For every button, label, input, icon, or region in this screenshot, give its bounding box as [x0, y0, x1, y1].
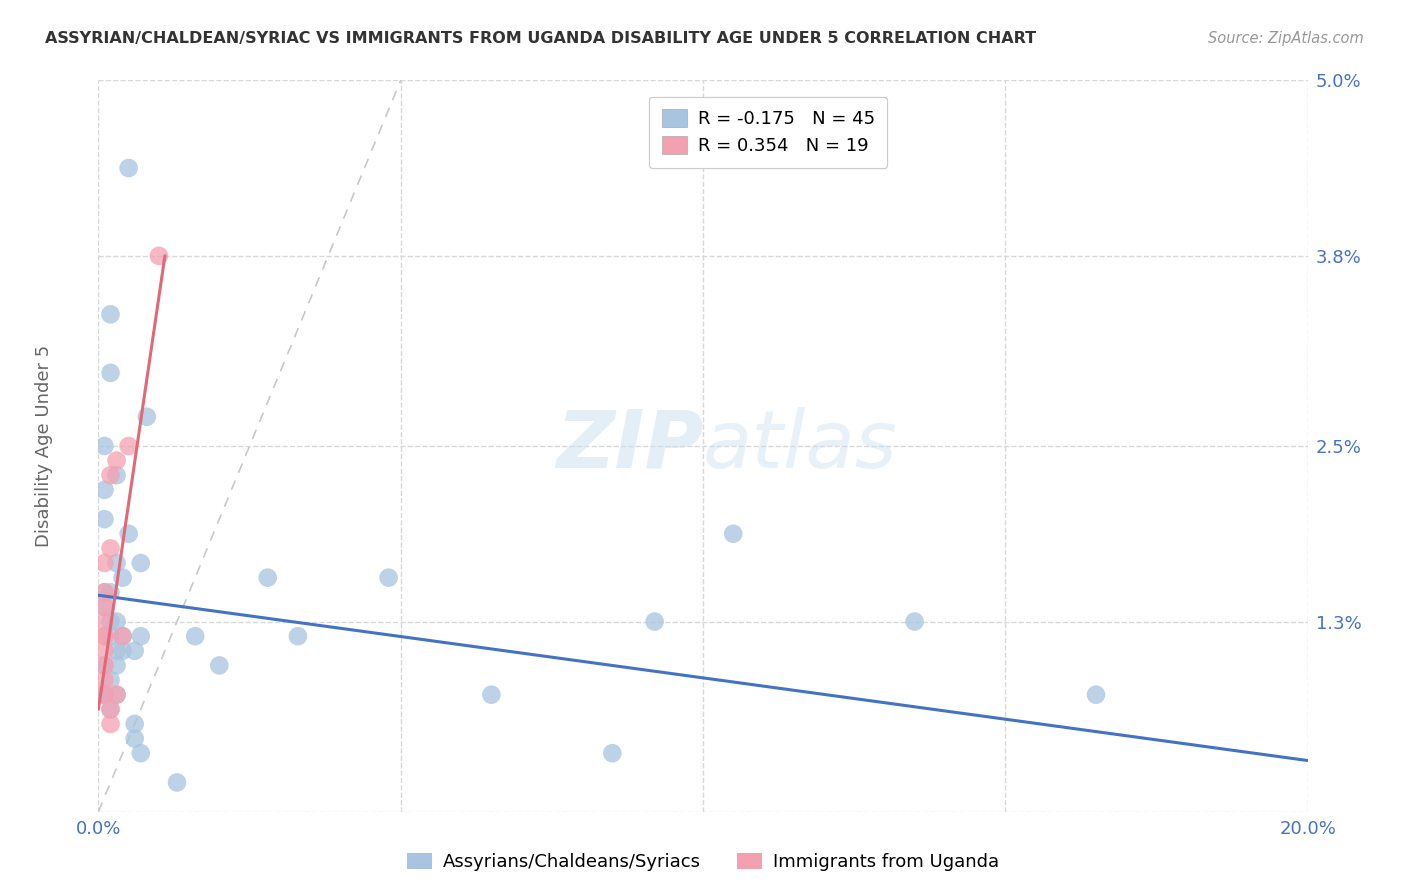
Point: [105, 468, 128, 483]
Point: [105, 658, 128, 673]
Point: [723, 526, 745, 541]
Point: [124, 731, 146, 746]
Point: [129, 556, 152, 570]
Point: [100, 585, 122, 599]
Point: [644, 615, 666, 629]
Point: [602, 746, 624, 760]
Point: [93, 673, 115, 687]
Point: [904, 615, 927, 629]
Point: [135, 409, 157, 424]
Point: [93, 585, 115, 599]
Point: [100, 673, 122, 687]
Point: [93, 658, 115, 673]
Point: [118, 526, 141, 541]
Point: [105, 688, 128, 702]
Point: [105, 688, 128, 702]
Point: [100, 307, 122, 321]
Point: [105, 556, 128, 570]
Point: [118, 439, 141, 453]
Point: [93, 644, 115, 658]
Point: [111, 571, 134, 585]
Text: ZIP: ZIP: [555, 407, 703, 485]
Point: [481, 688, 503, 702]
Point: [93, 629, 115, 643]
Point: [93, 688, 115, 702]
Point: [129, 746, 152, 760]
Point: [93, 556, 115, 570]
Legend: Assyrians/Chaldeans/Syriacs, Immigrants from Uganda: Assyrians/Chaldeans/Syriacs, Immigrants …: [399, 846, 1007, 879]
Point: [93, 512, 115, 526]
Point: [129, 629, 152, 643]
Point: [100, 366, 122, 380]
Point: [377, 571, 399, 585]
Point: [100, 702, 122, 716]
Point: [100, 702, 122, 716]
Text: Source: ZipAtlas.com: Source: ZipAtlas.com: [1208, 31, 1364, 46]
Point: [100, 615, 122, 629]
Point: [93, 599, 115, 614]
Point: [93, 688, 115, 702]
Text: Disability Age Under 5: Disability Age Under 5: [35, 345, 53, 547]
Point: [93, 585, 115, 599]
Point: [93, 483, 115, 497]
Text: atlas: atlas: [703, 407, 898, 485]
Point: [105, 453, 128, 467]
Point: [100, 541, 122, 556]
Point: [1085, 688, 1108, 702]
Point: [100, 717, 122, 731]
Point: [93, 688, 115, 702]
Point: [184, 629, 207, 643]
Legend: R = -0.175   N = 45, R = 0.354   N = 19: R = -0.175 N = 45, R = 0.354 N = 19: [650, 96, 887, 168]
Point: [148, 249, 170, 263]
Point: [105, 644, 128, 658]
Point: [93, 658, 115, 673]
Point: [208, 658, 231, 673]
Point: [93, 439, 115, 453]
Point: [124, 717, 146, 731]
Point: [287, 629, 309, 643]
Point: [166, 775, 188, 789]
Point: [93, 629, 115, 643]
Point: [100, 629, 122, 643]
Point: [256, 571, 278, 585]
Point: [118, 161, 141, 175]
Point: [111, 629, 134, 643]
Text: ASSYRIAN/CHALDEAN/SYRIAC VS IMMIGRANTS FROM UGANDA DISABILITY AGE UNDER 5 CORREL: ASSYRIAN/CHALDEAN/SYRIAC VS IMMIGRANTS F…: [45, 31, 1036, 46]
Point: [93, 615, 115, 629]
Point: [105, 615, 128, 629]
Point: [124, 644, 146, 658]
Point: [111, 629, 134, 643]
Point: [100, 468, 122, 483]
Point: [111, 644, 134, 658]
Point: [93, 599, 115, 614]
